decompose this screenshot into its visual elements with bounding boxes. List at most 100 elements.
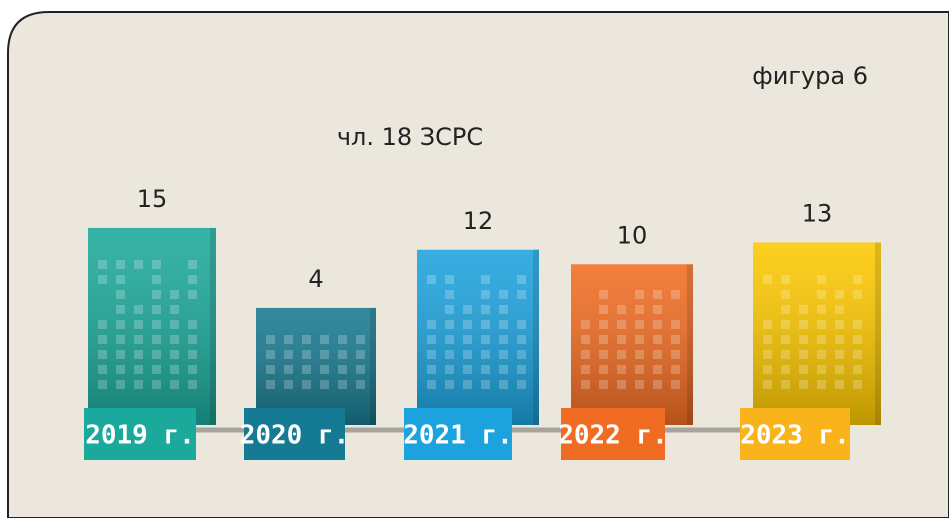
window: [671, 380, 680, 389]
window: [499, 335, 508, 344]
window: [481, 365, 490, 374]
window: [635, 365, 644, 374]
window: [853, 320, 862, 329]
x-tick-label: 2020 г.: [240, 421, 350, 451]
window: [763, 320, 772, 329]
window: [817, 275, 826, 284]
window: [338, 365, 347, 374]
window: [266, 350, 275, 359]
window: [763, 380, 772, 389]
window: [427, 350, 436, 359]
bar-side: [370, 308, 376, 425]
window: [266, 380, 275, 389]
window: [653, 290, 662, 299]
window: [116, 365, 125, 374]
window: [188, 260, 197, 269]
window: [302, 380, 311, 389]
window: [481, 290, 490, 299]
window: [835, 350, 844, 359]
window: [320, 335, 329, 344]
window: [617, 380, 626, 389]
window: [835, 305, 844, 314]
window: [356, 365, 365, 374]
window: [635, 305, 644, 314]
bar-side: [875, 242, 881, 425]
window: [617, 365, 626, 374]
window: [763, 350, 772, 359]
window: [517, 380, 526, 389]
window: [463, 365, 472, 374]
window: [463, 380, 472, 389]
window: [499, 380, 508, 389]
window: [799, 380, 808, 389]
window: [781, 350, 790, 359]
window: [188, 290, 197, 299]
window: [116, 290, 125, 299]
window: [671, 335, 680, 344]
window: [445, 365, 454, 374]
window: [517, 365, 526, 374]
window: [427, 335, 436, 344]
x-tick-label: 2023 г.: [740, 421, 850, 451]
window: [134, 260, 143, 269]
window: [116, 335, 125, 344]
window: [499, 305, 508, 314]
window: [781, 380, 790, 389]
window: [853, 290, 862, 299]
value-label: 12: [463, 207, 494, 235]
window: [188, 320, 197, 329]
window: [481, 305, 490, 314]
window: [463, 320, 472, 329]
x-tick-label: 2022 г.: [558, 421, 668, 451]
window: [799, 305, 808, 314]
window: [817, 290, 826, 299]
window: [152, 275, 161, 284]
window: [653, 335, 662, 344]
window: [98, 365, 107, 374]
window: [517, 350, 526, 359]
window: [671, 320, 680, 329]
window: [445, 290, 454, 299]
window: [817, 320, 826, 329]
window: [599, 350, 608, 359]
window: [427, 320, 436, 329]
window: [188, 350, 197, 359]
window: [134, 320, 143, 329]
window: [799, 365, 808, 374]
window: [302, 365, 311, 374]
window: [835, 335, 844, 344]
window: [653, 320, 662, 329]
window: [170, 365, 179, 374]
window: [170, 305, 179, 314]
window: [517, 275, 526, 284]
window: [152, 290, 161, 299]
window: [499, 290, 508, 299]
x-tick-label: 2019 г.: [85, 421, 195, 451]
window: [302, 335, 311, 344]
window: [799, 350, 808, 359]
bar-side: [533, 250, 539, 425]
window: [427, 365, 436, 374]
window: [853, 350, 862, 359]
window: [817, 305, 826, 314]
x-tick-label: 2021 г.: [403, 421, 513, 451]
window: [653, 305, 662, 314]
window: [799, 335, 808, 344]
window: [653, 380, 662, 389]
bar-side: [210, 228, 216, 425]
window: [152, 320, 161, 329]
window: [98, 350, 107, 359]
window: [581, 365, 590, 374]
window: [170, 290, 179, 299]
window: [188, 380, 197, 389]
window: [134, 305, 143, 314]
window: [356, 350, 365, 359]
window: [853, 335, 862, 344]
window: [517, 320, 526, 329]
window: [481, 335, 490, 344]
window: [517, 335, 526, 344]
window: [499, 365, 508, 374]
window: [320, 380, 329, 389]
window: [635, 290, 644, 299]
window: [98, 275, 107, 284]
